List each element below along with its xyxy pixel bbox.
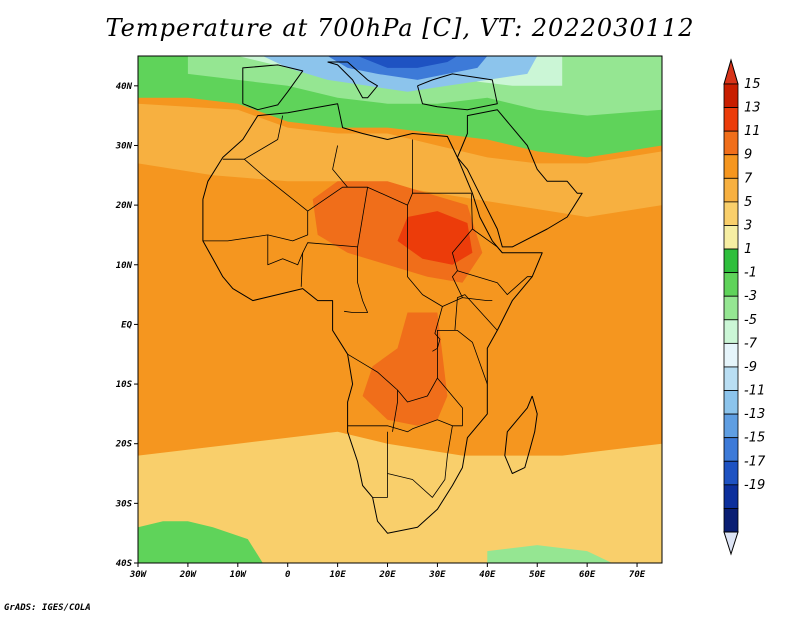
x-tick-label: 0 bbox=[285, 570, 291, 580]
colorbar-swatch bbox=[723, 201, 739, 226]
colorbar-swatch bbox=[723, 130, 739, 156]
y-tick-label: 30N bbox=[115, 141, 133, 151]
country-border-12 bbox=[392, 390, 398, 432]
country-border-6 bbox=[332, 145, 348, 188]
x-tick-label: 60E bbox=[579, 570, 596, 580]
x-tick-label: 10E bbox=[329, 570, 346, 580]
colorbar-swatch bbox=[723, 107, 739, 132]
temp-region-south-pale-band bbox=[138, 431, 662, 563]
x-tick-label: 70E bbox=[629, 570, 646, 580]
temp-region-south-green-patch bbox=[138, 521, 263, 563]
coastline-layer bbox=[202, 61, 583, 534]
country-border-2 bbox=[307, 186, 493, 307]
map-frame bbox=[137, 55, 663, 564]
colorbar-swatch bbox=[723, 154, 739, 179]
x-tick-label: 10W bbox=[230, 570, 248, 580]
colorbar-swatch bbox=[723, 484, 739, 509]
country-border-18 bbox=[472, 228, 503, 254]
arabia-coast bbox=[456, 109, 583, 248]
colorbar-swatch bbox=[723, 342, 739, 368]
country-border-9 bbox=[300, 252, 304, 287]
country-border-8 bbox=[267, 234, 358, 266]
colorbar-swatch bbox=[723, 295, 739, 321]
x-tick-label: 50E bbox=[529, 570, 546, 580]
colorbar-label: 13 bbox=[744, 101, 761, 116]
y-tick-label: 20N bbox=[115, 201, 133, 211]
colorbar-label: -13 bbox=[744, 407, 765, 422]
italy-coast bbox=[327, 61, 378, 99]
colorbar-label: -15 bbox=[744, 431, 765, 446]
colorbar-swatch bbox=[723, 177, 739, 203]
colorbar-swatch bbox=[723, 413, 739, 439]
country-border-15 bbox=[454, 294, 498, 331]
colorbar-swatch bbox=[723, 83, 739, 108]
temp-region-rift-warm bbox=[362, 312, 448, 426]
colorbar-label: -5 bbox=[744, 313, 757, 328]
country-border-19 bbox=[457, 270, 533, 296]
chart-title: Temperature at 700hPa [C], VT: 202203011… bbox=[105, 14, 695, 42]
africa-coast bbox=[202, 103, 543, 534]
colorbar-label: 1 bbox=[744, 242, 752, 257]
colorbar-bottom-arrow bbox=[723, 531, 739, 556]
colorbar-swatch bbox=[723, 225, 739, 250]
colorbar-swatch bbox=[723, 460, 739, 486]
y-tick-label: 20S bbox=[115, 440, 133, 450]
colorbar-top-arrow bbox=[723, 58, 739, 85]
x-tick-label: 40E bbox=[479, 570, 496, 580]
map-area bbox=[138, 56, 662, 563]
colorbar-label: -1 bbox=[744, 266, 757, 281]
temp-region-north-atlantic-warm bbox=[138, 103, 662, 217]
colorbar-label: -11 bbox=[744, 384, 765, 399]
colorbar-label: 3 bbox=[744, 218, 752, 233]
colorbar-swatch bbox=[723, 508, 739, 533]
country-border-17 bbox=[451, 193, 473, 298]
x-tick-label: 30E bbox=[428, 570, 446, 580]
country-border-13 bbox=[437, 377, 463, 427]
y-tick-label: EQ bbox=[121, 320, 132, 330]
country-border-10 bbox=[347, 329, 488, 403]
colorbar-swatch bbox=[723, 272, 739, 297]
anatolia-coast bbox=[417, 73, 498, 111]
y-tick-label: 30S bbox=[115, 499, 133, 509]
temp-region-mediterranean-core bbox=[357, 56, 458, 68]
colorbar-label: 15 bbox=[744, 77, 761, 92]
y-tick-label: 40N bbox=[116, 82, 133, 92]
colorbar-label: 11 bbox=[744, 124, 761, 139]
y-tick-label: 40S bbox=[116, 559, 133, 569]
grads-credit: GrADS: IGES/COLA bbox=[4, 603, 91, 613]
country-border-7 bbox=[222, 115, 284, 160]
colorbar-swatch bbox=[723, 248, 739, 274]
colorbar-swatch bbox=[723, 366, 739, 391]
colorbar-label: 9 bbox=[744, 148, 752, 163]
x-tick-label: 20E bbox=[378, 570, 396, 580]
colorbar-label: 5 bbox=[744, 195, 752, 210]
x-tick-label: 30W bbox=[129, 570, 148, 580]
colorbar-label: -19 bbox=[744, 478, 765, 493]
country-border-14 bbox=[372, 473, 388, 498]
axis-layer: 30W 20W 10W 0 10E 20E 30E 40E 50E 60E 70E 40N 30N 20N… bbox=[115, 82, 646, 580]
colorbar-label: -7 bbox=[744, 336, 758, 351]
colorbar-label: 7 bbox=[744, 171, 753, 186]
y-tick-label: 10S bbox=[116, 380, 133, 390]
y-tick-label: 10N bbox=[116, 261, 133, 271]
colorbar-swatch bbox=[723, 437, 739, 462]
colorbar-label: -9 bbox=[744, 360, 757, 375]
colorbar-label: -17 bbox=[744, 454, 766, 469]
temp-region-south-green-patch-2 bbox=[487, 545, 613, 563]
colorbar-swatch bbox=[723, 390, 739, 415]
colorbar-swatch bbox=[723, 319, 739, 344]
iberia-coast bbox=[242, 64, 304, 111]
colorbar-legend: 15 13 11 9 7 5 3 1 -1 -3 -5 -7 -9 -11 -13 -15 -17 -19 bbox=[723, 58, 766, 556]
country-border-16 bbox=[432, 306, 443, 352]
border-layer bbox=[202, 115, 533, 498]
madagascar-coast bbox=[504, 395, 538, 474]
colorbar-label: -3 bbox=[744, 289, 757, 304]
x-tick-label: 20W bbox=[179, 570, 198, 580]
country-border-1 bbox=[202, 158, 309, 242]
